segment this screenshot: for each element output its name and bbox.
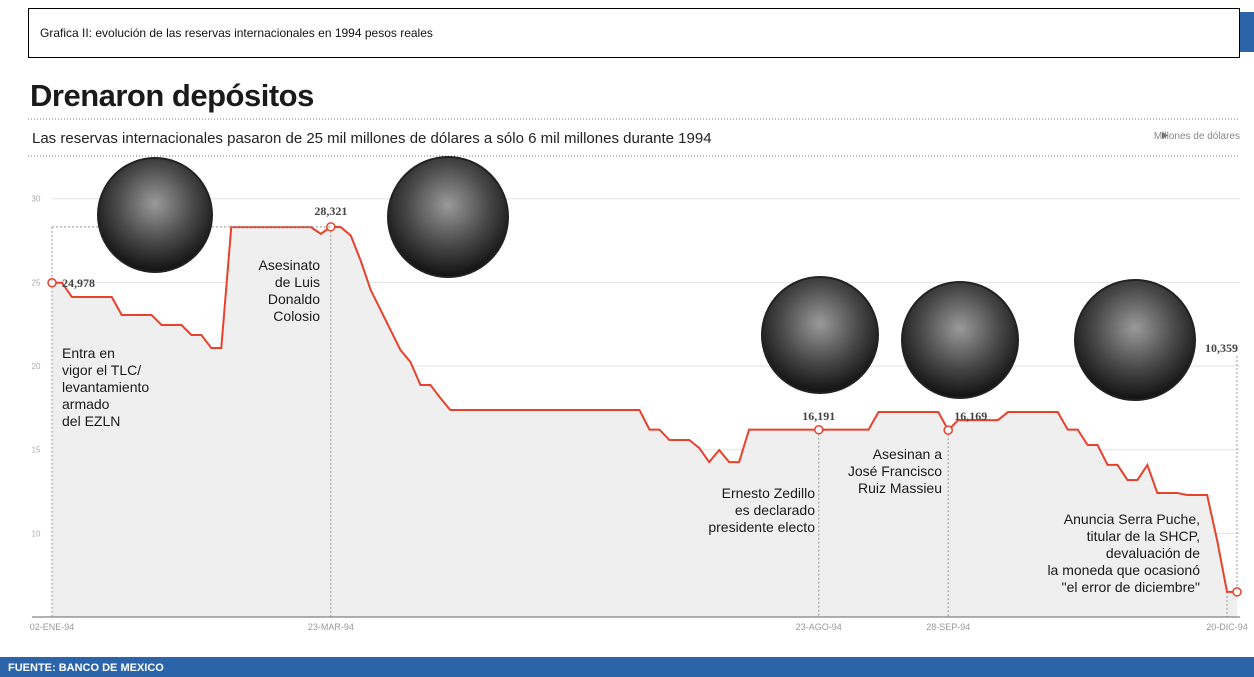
annotation: Anuncia Serra Puche, [1064,511,1200,527]
annotation: armado [62,396,110,412]
annotation: "el error de diciembre" [1062,579,1200,595]
source: FUENTE: BANCO DE MEXICO [8,662,164,674]
annotation: Donaldo [268,291,320,307]
annotation: Colosio [273,308,320,324]
y-tick-label: 10 [32,529,41,538]
photo [761,276,879,394]
annotation: del EZLN [62,413,120,429]
marker [47,278,57,288]
photo [97,157,213,273]
value-label: 16,169 [954,409,987,423]
edge-strip [1240,12,1254,52]
y-tick-label: 25 [32,278,41,287]
x-tick-label: 23-MAR-94 [308,622,354,632]
caption-box [28,8,1240,58]
x-tick-label: 02-ENE-94 [30,622,75,632]
unit-arrow [1162,132,1168,139]
value-label: 16,191 [802,409,835,423]
annotation: de Luis [275,274,320,290]
annotation: Asesinan a [873,446,942,462]
marker [943,425,953,435]
caption: Grafica II: evolución de las reservas in… [40,26,433,40]
x-tick-label: 28-SEP-94 [926,622,970,632]
photo [901,281,1019,399]
annotation: Ruiz Massieu [858,480,942,496]
marker [1232,587,1242,597]
annotation: es declarado [735,502,815,518]
unit-label: Millones de dólares [1154,131,1240,142]
annotation: presidente electo [708,519,815,535]
annotation: vigor el TLC/ [62,362,141,378]
photo [1074,279,1196,401]
annotation: 10,359 [1205,341,1238,355]
x-tick-label: 20-DIC-94 [1206,622,1248,632]
annotation: devaluación de [1106,545,1200,561]
annotation: Ernesto Zedillo [722,485,816,501]
chart-subtitle: Las reservas internacionales pasaron de … [32,130,712,147]
annotation: titular de la SHCP, [1087,528,1200,544]
y-tick-label: 15 [32,446,41,455]
x-tick-label: 23-AGO-94 [796,622,842,632]
source-bar [0,657,1254,677]
y-tick-label: 30 [32,195,41,204]
plot-area: 10 15 20 25 30 02-ENE-94 23-MAR-94 23-AGO-94 28-… [30,195,1248,632]
annotation: la moneda que ocasionó [1047,562,1200,578]
annotation: José Francisco [848,463,942,479]
marker [814,425,824,435]
value-label: 24,978 [62,276,95,290]
chart-title: Drenaron depósitos [30,78,314,113]
annotation: Entra en [62,345,115,361]
photo [387,156,509,278]
photos [97,156,1196,401]
y-tick-label: 20 [32,362,41,371]
annotation: Asesinato [259,257,321,273]
marker [326,222,336,232]
annotation: levantamiento [62,379,149,395]
value-label: 28,321 [314,204,347,218]
